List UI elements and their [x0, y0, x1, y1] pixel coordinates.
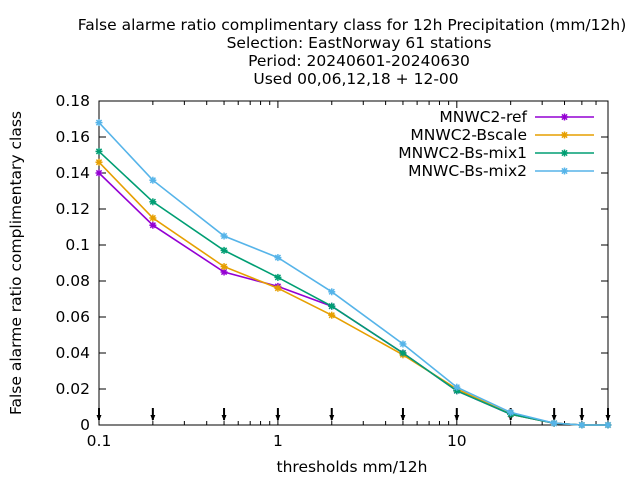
threshold-marker-arrow	[551, 415, 557, 421]
threshold-marker-arrow	[221, 415, 227, 421]
legend: MNWC2-refMNWC2-BscaleMNWC2-Bs-mix1MNWC-B…	[398, 108, 594, 180]
x-tick-label: 1	[273, 432, 283, 450]
threshold-marker-arrow	[605, 415, 611, 421]
legend-label: MNWC2-ref	[439, 108, 527, 126]
series-line	[98, 150, 608, 426]
x-axis-label: thresholds mm/12h	[277, 458, 428, 476]
series-layer	[95, 119, 612, 429]
data-point	[328, 303, 335, 310]
title-line-3: Period: 20240601-20240630	[248, 52, 470, 70]
threshold-marker-arrow	[96, 415, 102, 421]
data-point	[578, 421, 585, 429]
series-3	[95, 147, 612, 429]
y-tick-label: 0.06	[55, 308, 90, 326]
legend-marker	[561, 113, 568, 121]
title-line-4: Used 00,06,12,18 + 12-00	[253, 70, 458, 88]
data-point	[604, 421, 612, 429]
data-point	[220, 268, 228, 276]
threshold-marker-arrow	[400, 415, 406, 421]
legend-label: MNWC-Bs-mix2	[408, 162, 527, 180]
series-4	[95, 119, 612, 429]
data-point	[328, 288, 335, 295]
data-point	[399, 340, 407, 348]
data-point	[95, 148, 103, 155]
data-point	[274, 254, 282, 261]
legend-label: MNWC2-Bs-mix1	[398, 144, 527, 162]
data-point	[95, 119, 103, 126]
plot-area-border	[98, 100, 609, 426]
data-point	[551, 420, 558, 427]
y-tick-label: 0.12	[55, 200, 90, 218]
y-tick-label: 0.1	[65, 236, 90, 254]
data-point	[149, 177, 156, 184]
data-point	[220, 247, 228, 254]
data-point	[399, 349, 407, 357]
threshold-marker-arrow	[329, 415, 335, 421]
series-line	[98, 172, 608, 426]
legend-marker	[561, 167, 568, 175]
y-tick-label: 0.16	[55, 128, 90, 146]
data-point	[149, 222, 156, 229]
series-1	[95, 169, 612, 429]
series-line	[98, 161, 608, 426]
x-tick-label: 10	[447, 432, 467, 450]
y-tick-label: 0.02	[55, 380, 90, 398]
threshold-markers	[96, 408, 611, 421]
chart-title: False alarme ratio complimentary class f…	[78, 16, 627, 88]
data-point	[274, 274, 282, 281]
y-axis-label: False alarme ratio complimentary class	[7, 111, 25, 415]
x-axis: 0.1 1 10	[87, 101, 609, 450]
data-point	[95, 159, 103, 166]
data-point	[453, 384, 460, 391]
title-line-2: Selection: EastNorway 61 stations	[227, 34, 492, 52]
x-tick-label: 0.1	[87, 432, 112, 450]
title-line-1: False alarme ratio complimentary class f…	[78, 16, 627, 34]
data-point	[220, 232, 228, 240]
series-line	[98, 122, 608, 426]
data-point	[149, 198, 156, 205]
threshold-marker-arrow	[579, 415, 585, 421]
y-tick-label: 0.14	[55, 164, 90, 182]
data-point	[220, 263, 228, 270]
data-point	[274, 285, 282, 292]
data-point	[328, 312, 335, 319]
y-tick-label: 0.18	[55, 92, 90, 110]
y-axis: 0 0.02 0.04 0.06 0.08 0.1 0.12 0.14 0.16 0.18	[55, 92, 608, 434]
data-point	[507, 409, 514, 416]
legend-label: MNWC2-Bscale	[410, 126, 527, 144]
y-tick-label: 0.04	[55, 344, 90, 362]
series-2	[95, 158, 612, 429]
threshold-marker-arrow	[275, 415, 281, 421]
y-tick-label: 0	[80, 416, 90, 434]
legend-marker	[561, 149, 568, 157]
y-tick-label: 0.08	[55, 272, 90, 290]
legend-marker	[561, 131, 568, 139]
threshold-marker-arrow	[150, 415, 156, 421]
data-point	[149, 214, 156, 222]
threshold-marker-arrow	[454, 415, 460, 421]
data-point	[95, 169, 103, 177]
